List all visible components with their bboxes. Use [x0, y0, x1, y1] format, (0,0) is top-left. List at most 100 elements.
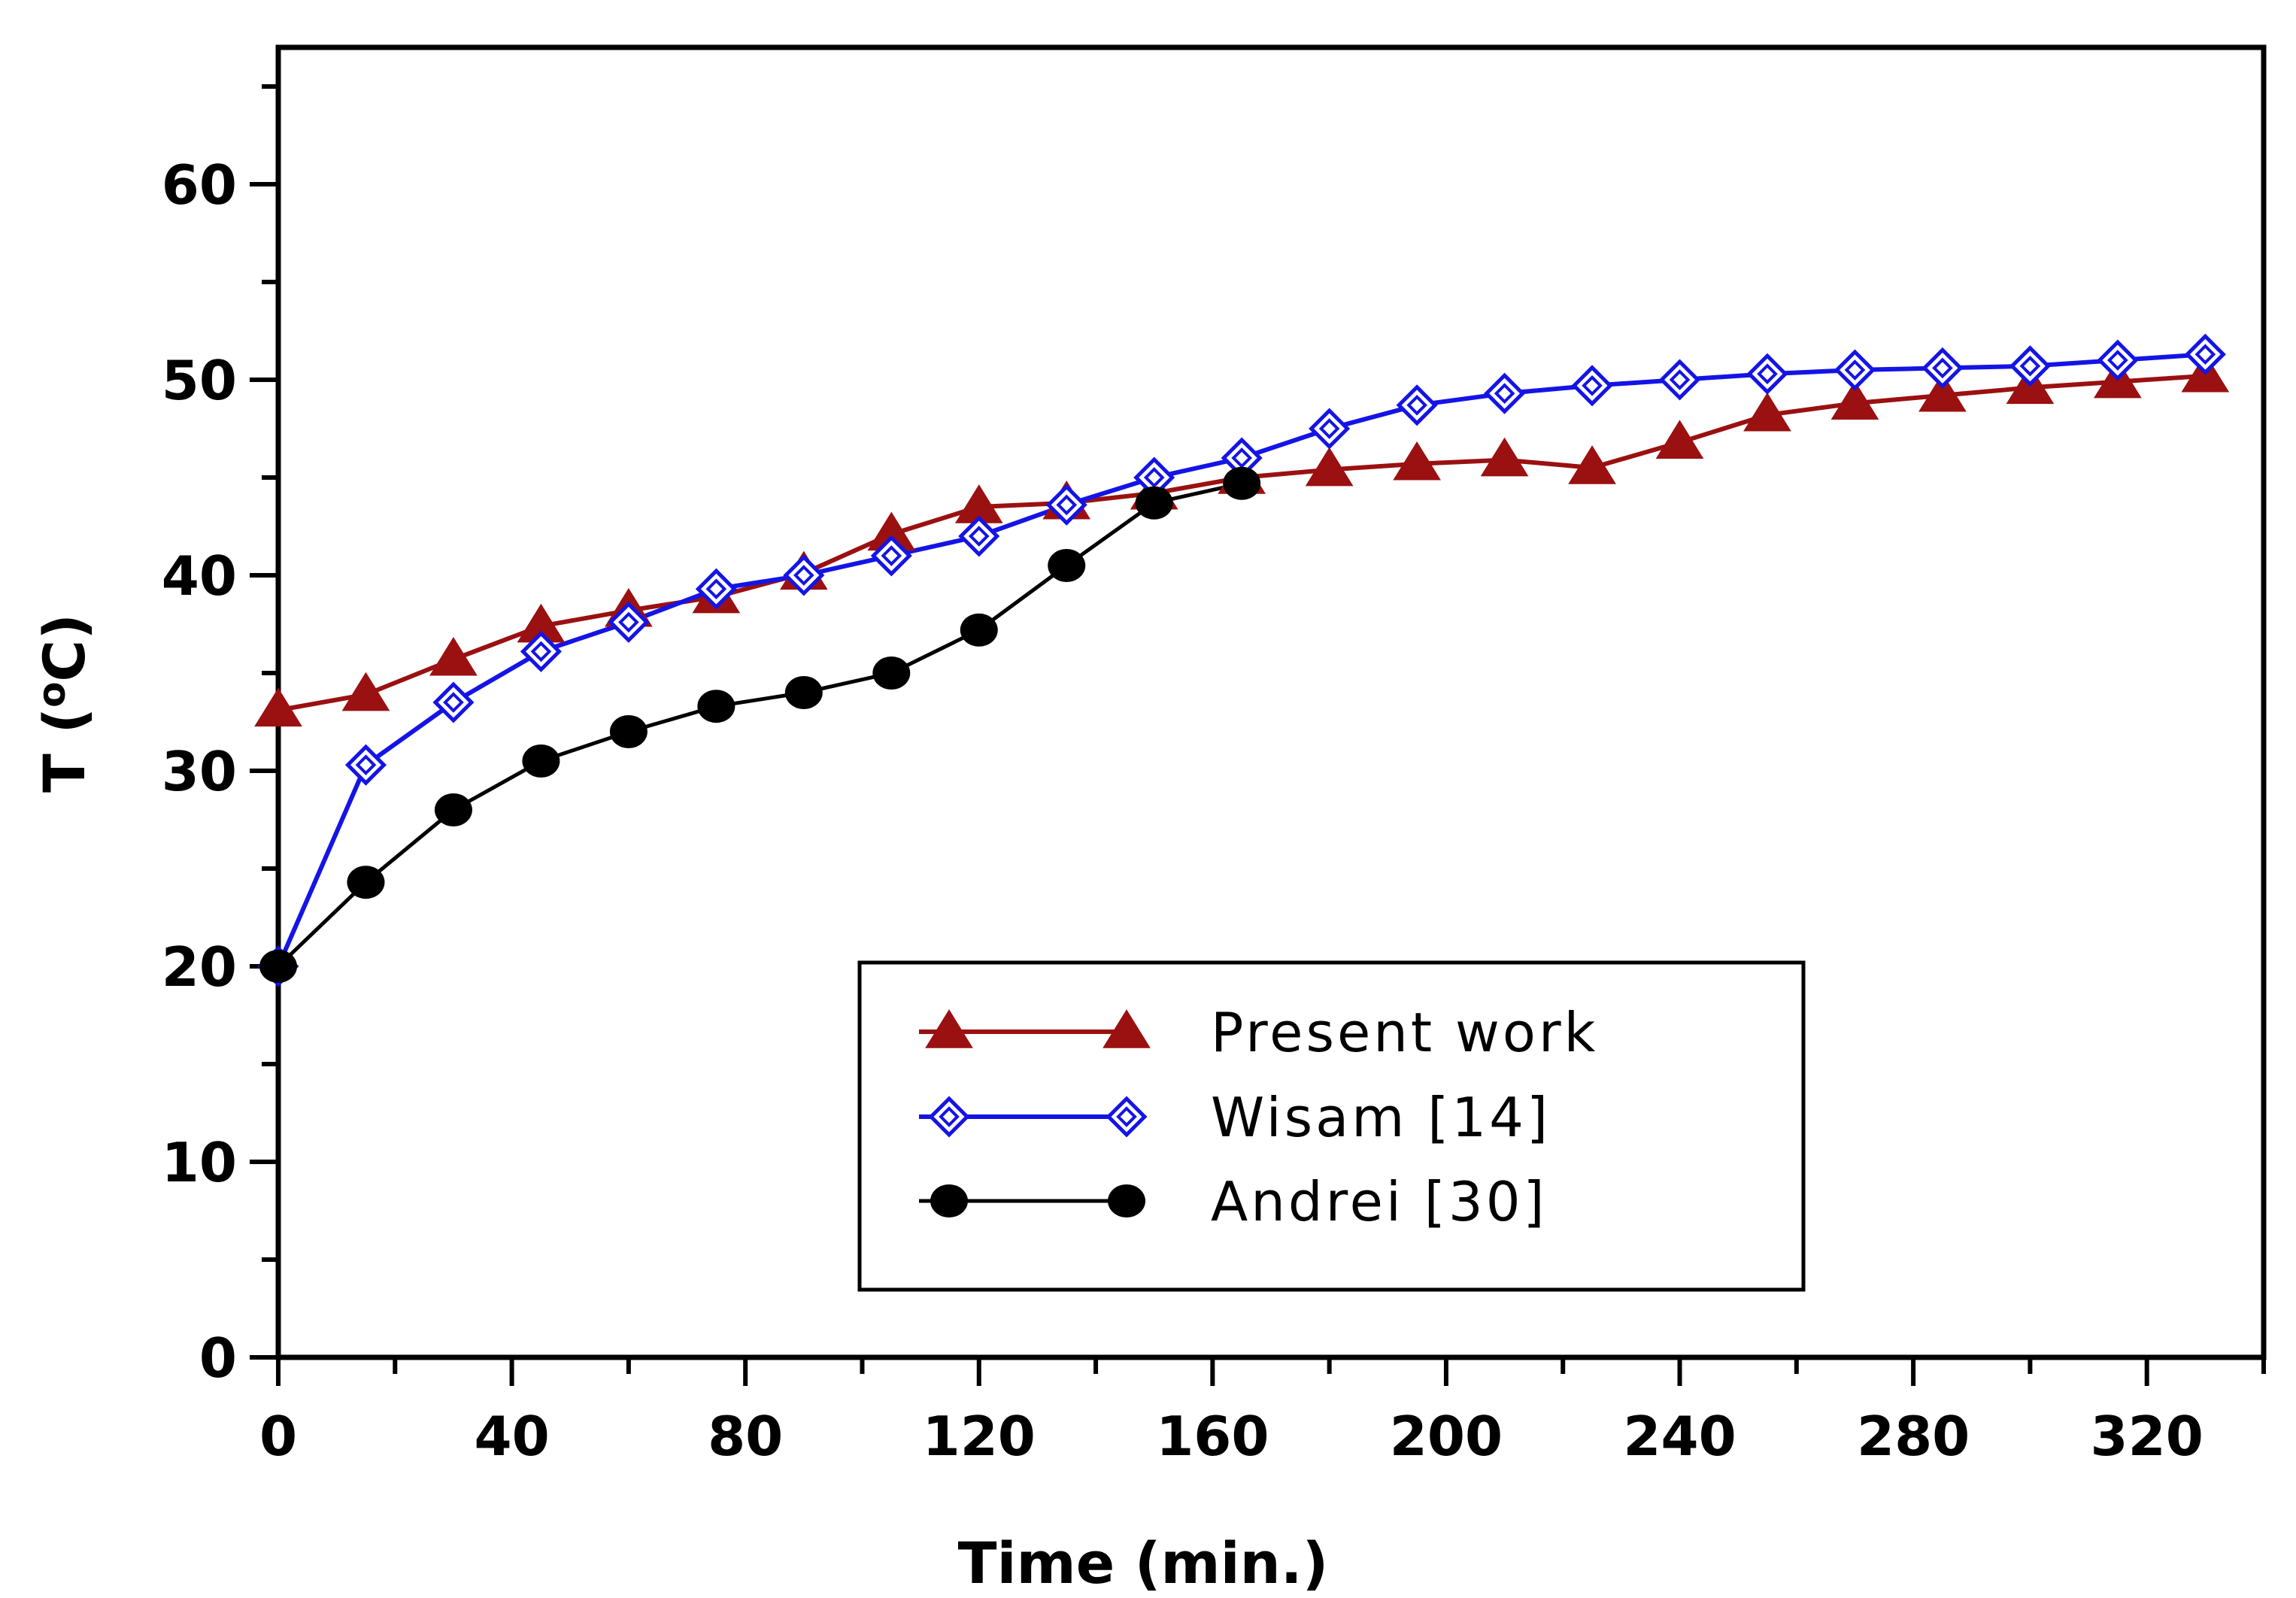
- x-tick-label: 120: [923, 1405, 1036, 1468]
- series-layer: [254, 333, 2230, 987]
- data-point: [1921, 347, 1964, 389]
- y-axis-title-unit: C): [31, 614, 98, 682]
- diamond-inner: [1844, 359, 1866, 381]
- diamond-inner: [1669, 369, 1691, 390]
- y-tick-label: 40: [162, 544, 237, 608]
- x-tick-label: 240: [1623, 1405, 1736, 1468]
- series-2: [277, 481, 1242, 968]
- data-point: [520, 630, 562, 672]
- y-tick-label: 60: [162, 153, 237, 217]
- diamond-inner: [2019, 355, 2041, 377]
- diamond-inner: [705, 578, 727, 600]
- data-point: [259, 950, 297, 983]
- legend: Present work Wisam [14] Andrei [30]: [857, 960, 1806, 1292]
- legend-marker: [930, 1184, 968, 1217]
- data-point: [695, 568, 737, 610]
- legend-marker: [1108, 1184, 1145, 1217]
- data-point: [1221, 437, 1263, 479]
- data-point: [609, 715, 648, 748]
- y-tick-labels: 0 10 20 30 40 50 60: [162, 153, 237, 1390]
- data-point: [872, 656, 911, 690]
- data-point: [1743, 392, 1791, 432]
- data-point: [1655, 420, 1704, 459]
- diamond-inner: [1116, 1106, 1137, 1127]
- data-point: [608, 601, 650, 643]
- legend-entry: Andrei [30]: [919, 1170, 1545, 1233]
- diamond-inner: [1143, 467, 1165, 488]
- data-point: [1309, 408, 1351, 450]
- x-axis-title: Time (min.): [958, 1530, 1329, 1596]
- data-point: [870, 535, 912, 577]
- data-point: [1830, 381, 1879, 420]
- legend-entries: Present work Wisam [14] Andrei [30]: [919, 1001, 1598, 1233]
- y-tick-label: 50: [162, 349, 237, 412]
- data-point: [1484, 372, 1526, 414]
- data-point: [341, 672, 390, 711]
- diamond-inner: [1494, 383, 1515, 405]
- diamond-inner: [618, 611, 639, 633]
- diamond-inner: [1318, 418, 1340, 439]
- diamond-inner: [793, 565, 814, 586]
- legend-label: Present work: [1211, 1001, 1598, 1064]
- x-tick-label: 200: [1390, 1405, 1503, 1468]
- legend-marker: [928, 1096, 970, 1138]
- y-axis-title: T (oC): [30, 614, 98, 793]
- x-tick-label: 80: [708, 1405, 783, 1468]
- diamond-inner: [968, 526, 990, 547]
- y-tick-label: 20: [162, 935, 237, 999]
- data-point: [960, 613, 998, 647]
- data-point: [1045, 484, 1087, 526]
- data-point: [2009, 345, 2051, 387]
- y-tick-label: 10: [162, 1131, 237, 1194]
- data-point: [1571, 365, 1613, 407]
- diamond-inner: [1406, 394, 1427, 416]
- legend-marker: [925, 1009, 973, 1048]
- data-point: [344, 744, 387, 786]
- diamond-inner: [355, 754, 377, 776]
- data-point: [1133, 456, 1175, 499]
- diamond-inner: [443, 692, 464, 713]
- diamond-inner: [1231, 447, 1253, 468]
- legend-entry: Present work: [919, 1001, 1598, 1064]
- x-tick-label: 280: [1857, 1405, 1970, 1468]
- x-tick-label: 320: [2091, 1405, 2203, 1468]
- x-tick-label: 0: [259, 1405, 297, 1468]
- y-tick-label: 0: [199, 1327, 237, 1390]
- data-point: [697, 690, 736, 723]
- data-point: [784, 676, 823, 709]
- diamond-inner: [1582, 374, 1603, 396]
- data-point: [434, 793, 472, 826]
- y-axis-title-main: T (: [31, 708, 98, 793]
- data-point: [958, 515, 1000, 557]
- y-tick-label: 30: [162, 740, 237, 803]
- series-markers-2: [259, 466, 1261, 983]
- data-point: [1223, 466, 1261, 500]
- legend-label: Wisam [14]: [1211, 1086, 1551, 1149]
- data-point: [2097, 339, 2139, 381]
- data-point: [432, 681, 475, 723]
- series-line: [277, 481, 1242, 968]
- data-point: [1480, 437, 1529, 477]
- legend-entry: Wisam [14]: [919, 1086, 1551, 1149]
- data-point: [522, 744, 560, 778]
- diamond-inner: [2194, 344, 2216, 365]
- y-axis-title-degree: o: [30, 682, 74, 708]
- data-point: [1568, 445, 1616, 484]
- data-point: [783, 554, 825, 596]
- diamond-inner: [881, 545, 902, 566]
- data-point: [429, 636, 478, 676]
- x-tick-label: 160: [1156, 1405, 1269, 1468]
- x-tick-labels: 0 40 80 120 160 200 240 280 320: [259, 1405, 2203, 1468]
- data-point: [254, 687, 302, 727]
- legend-marker: [1103, 1009, 1151, 1048]
- data-point: [347, 866, 385, 899]
- legend-marker: [1106, 1096, 1148, 1138]
- axis-ticks: [250, 84, 2266, 1386]
- diamond-inner: [2107, 350, 2128, 371]
- diamond-inner: [1757, 363, 1778, 385]
- data-point: [1135, 486, 1173, 520]
- data-point: [1393, 441, 1441, 481]
- data-point: [1918, 372, 1967, 412]
